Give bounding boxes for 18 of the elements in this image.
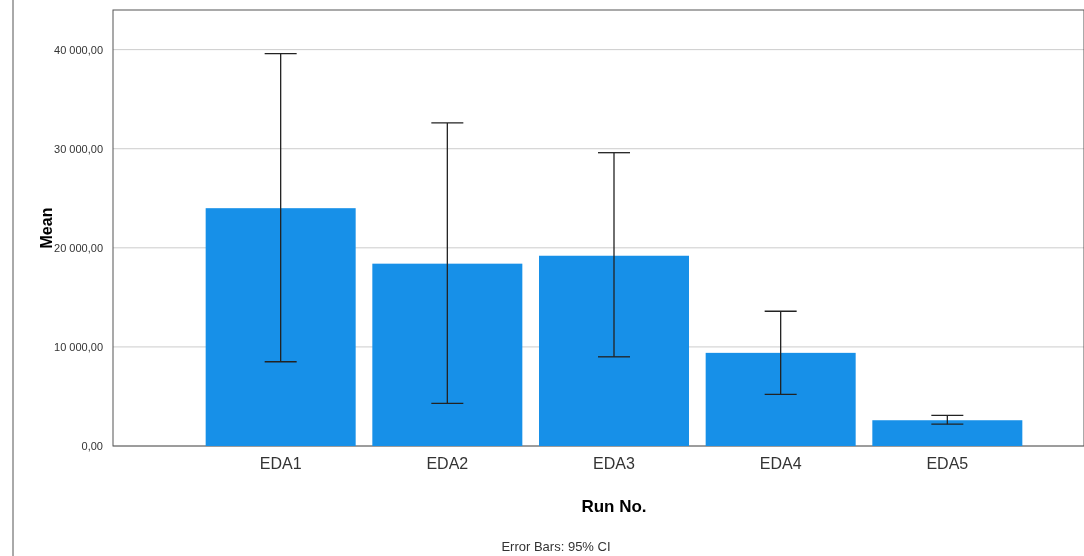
bar	[372, 263, 523, 446]
text: Error Bars: 95% CI	[501, 539, 611, 554]
bar	[872, 420, 1023, 446]
x-axis-title: Run No.	[581, 497, 647, 516]
y-tick-label: 20 000,00	[54, 241, 103, 254]
x-tick-label: EDA4	[759, 455, 802, 473]
x-tick-label: EDA5	[926, 455, 969, 473]
x-tick-label: EDA3	[593, 455, 635, 473]
y-axis-title: Mean	[38, 207, 55, 249]
x-tick-label: EDA2	[426, 455, 469, 473]
y-tick-label: 40 000,00	[54, 43, 103, 56]
bar	[205, 208, 356, 446]
x-tick-label: EDA1	[259, 455, 302, 473]
y-tick-label: 30 000,00	[54, 142, 103, 155]
y-tick-label: 0,00	[81, 440, 103, 453]
bar	[539, 255, 689, 446]
y-tick-label: 10 000,00	[54, 340, 103, 353]
bar	[705, 352, 856, 446]
